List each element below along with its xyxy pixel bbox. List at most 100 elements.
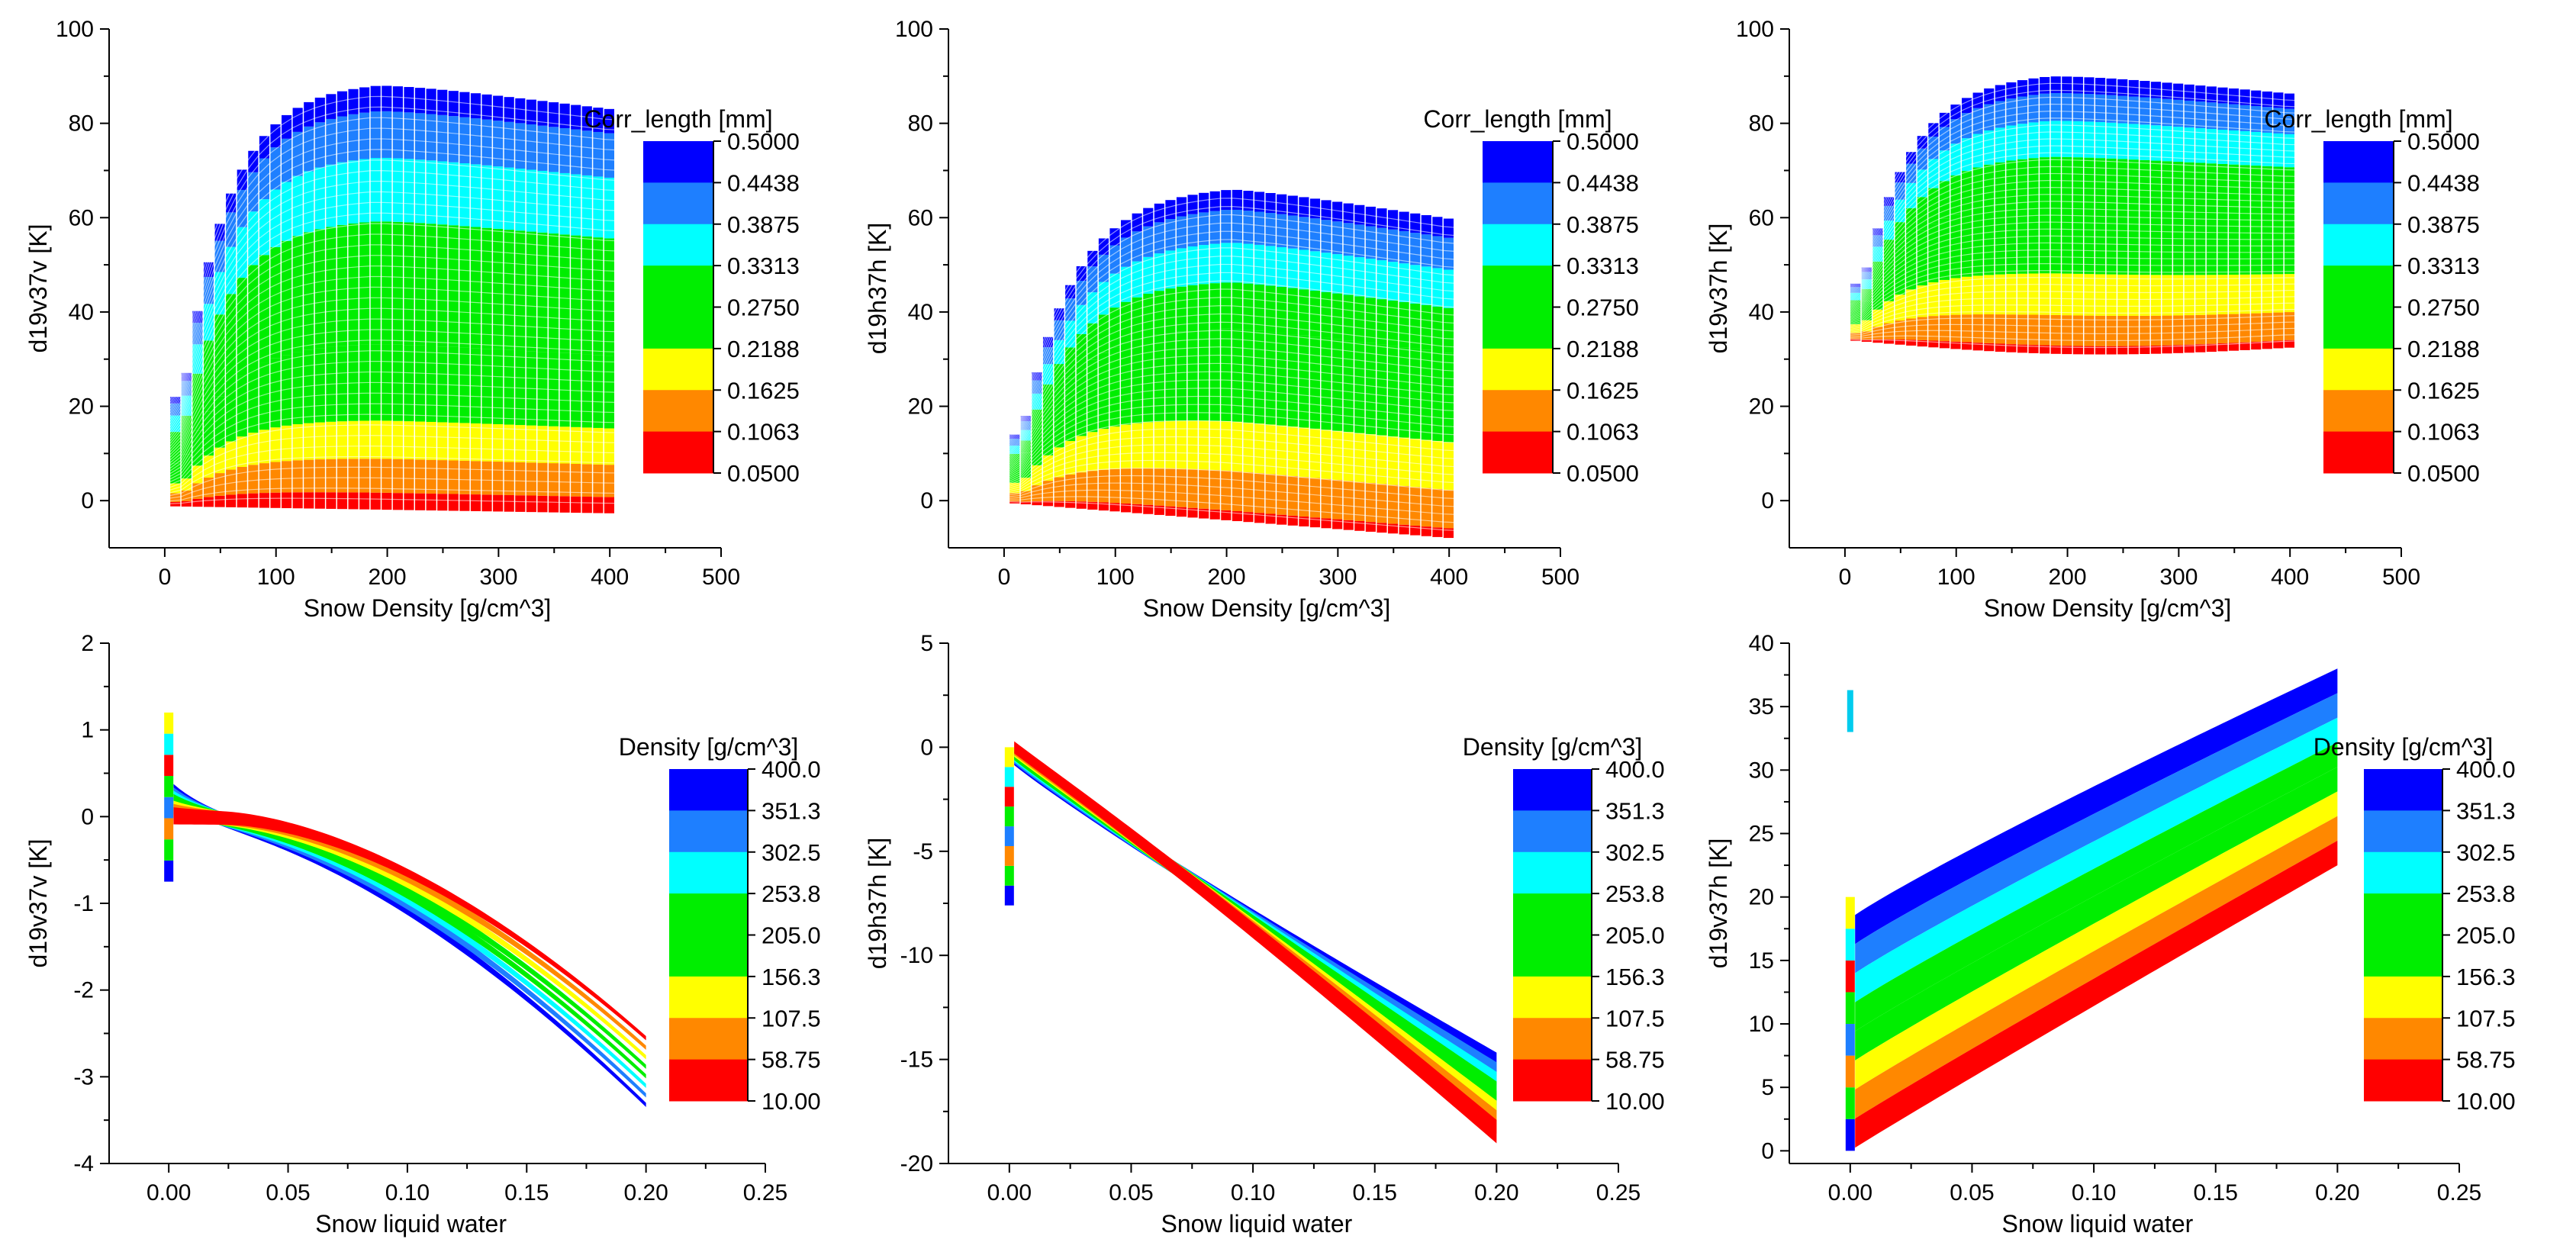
data-column-band <box>2206 205 2217 275</box>
colorbar-swatch <box>643 266 713 307</box>
x-tick-label: 300 <box>2159 565 2198 590</box>
near-zero-streak <box>1004 865 1014 886</box>
data-column-band <box>526 462 536 496</box>
x-tick-label: 100 <box>1937 565 1975 590</box>
data-column-band <box>537 170 548 233</box>
data-column-band <box>1187 214 1198 247</box>
data-column-band <box>348 160 359 224</box>
data-column-band <box>548 127 559 172</box>
data-column-band <box>1020 452 1031 478</box>
data-column-band <box>203 411 214 456</box>
colorbar: Density [g/cm^3]400.0 351.3 302.5 253.8 205.… <box>619 733 821 1115</box>
data-column-band <box>2095 346 2106 355</box>
data-column-band <box>1432 488 1443 528</box>
data-column-band <box>2040 314 2050 346</box>
cell-gridline <box>1850 308 2296 333</box>
data-column-band <box>1087 359 1098 433</box>
cell-gridline <box>169 360 616 468</box>
data-column-band <box>2284 208 2295 275</box>
data-column-band <box>2195 275 2206 315</box>
data-column-band <box>2228 88 2240 105</box>
data-column-band <box>537 101 548 126</box>
cell-gridline <box>1850 249 2296 320</box>
data-column-band <box>270 462 281 493</box>
x-tick-label: 0.25 <box>2437 1180 2481 1205</box>
colorbar-tick-label: 0.2750 <box>1567 294 1639 321</box>
data-column-band <box>604 108 615 134</box>
cell-gridline <box>1009 379 1455 475</box>
data-column-band <box>2017 80 2028 97</box>
cell-gridline <box>169 318 616 458</box>
data-column-band <box>1984 206 1995 275</box>
density-band <box>1014 741 1497 1144</box>
cell-gridline <box>1850 214 2296 313</box>
y-tick-label: 40 <box>69 300 94 325</box>
data-column-band <box>593 131 604 177</box>
x-tick-label: 0.20 <box>623 1180 668 1205</box>
data-column-band <box>1299 217 1309 250</box>
colorbar-swatch <box>643 431 713 474</box>
data-column-band <box>1254 284 1265 331</box>
density-band <box>1855 767 2338 1060</box>
near-zero-streak <box>1004 885 1014 906</box>
data-column-band <box>326 227 336 347</box>
colorbar-tick-label: 0.1063 <box>1567 419 1639 446</box>
data-column-band <box>437 494 448 511</box>
colorbar-tick-label: 107.5 <box>2456 1005 2516 1032</box>
data-column-band <box>1917 136 1927 149</box>
data-column-band <box>1443 218 1454 238</box>
colorbar-swatch <box>669 769 748 811</box>
data-column-band <box>426 114 436 161</box>
data-column-band <box>1377 344 1387 436</box>
data-column-band <box>1443 528 1454 539</box>
data-column-band <box>1332 339 1343 431</box>
cell-gridline <box>169 106 616 403</box>
data-column-band <box>359 459 370 493</box>
data-column-band <box>1995 101 2005 128</box>
colorbar-tick-label: 351.3 <box>1605 797 1665 824</box>
data-column-band <box>1377 208 1387 228</box>
data-column-band <box>2184 204 2194 275</box>
cell-gridline <box>1850 96 2296 288</box>
data-column-band <box>237 227 247 278</box>
cell-gridline <box>1009 404 1455 480</box>
data-column-band <box>1065 500 1076 508</box>
data-column-band <box>1365 206 1376 227</box>
cell-gridline <box>1009 346 1455 468</box>
data-column-band <box>2084 201 2095 275</box>
data-column-band <box>1432 306 1443 352</box>
data-column-band <box>1995 343 2005 352</box>
chart-panel-2: 0 100 200 300 400 500 0 20 40 60 80 100 Snow Density… <box>864 17 1639 622</box>
data-column-band <box>2195 163 2206 206</box>
data-column-band <box>481 423 492 462</box>
data-column-band <box>1299 289 1309 336</box>
data-column-band <box>481 119 492 166</box>
data-column-band <box>2062 201 2072 274</box>
data-column-band <box>2072 273 2083 316</box>
data-column-band <box>2140 97 2150 125</box>
data-column-band <box>2095 315 2106 346</box>
data-column-band <box>1265 474 1276 514</box>
data-column-band <box>493 462 504 495</box>
data-column-band <box>404 459 414 494</box>
data-column-band <box>292 424 303 461</box>
colorbar-swatch <box>2323 141 2394 183</box>
data-column-band <box>2006 344 2017 352</box>
data-column-band <box>2162 275 2172 316</box>
colorbar-tick-label: 107.5 <box>762 1005 821 1032</box>
data-column-band <box>2106 346 2117 355</box>
data-column-band <box>2040 157 2050 202</box>
data-column-band <box>1883 339 1895 344</box>
data-column-band <box>348 89 359 114</box>
data-column-band <box>326 459 336 493</box>
cell-gridline <box>169 350 616 466</box>
colorbar-tick-label: 156.3 <box>762 964 821 990</box>
chart-panel-5: 0.00 0.05 0.10 0.15 0.20 0.25 -20 -15 -10 -5 0 5 Sno… <box>864 631 1665 1238</box>
data-column-band <box>326 94 336 119</box>
data-column-band <box>214 473 225 496</box>
data-column-band <box>1332 430 1343 481</box>
data-column-band <box>248 172 259 212</box>
cell-gridline <box>169 212 616 430</box>
data-column-band <box>2284 167 2295 208</box>
